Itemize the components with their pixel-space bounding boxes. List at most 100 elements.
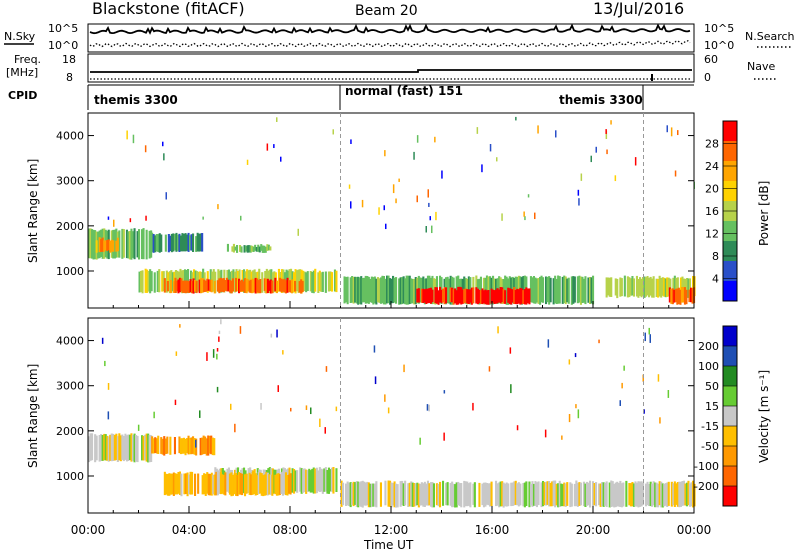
heatmap-cell (661, 483, 664, 508)
speckle-cell (574, 353, 577, 358)
heatmap-cell (317, 272, 320, 293)
heatmap-cell (109, 240, 112, 253)
speckle-cell (443, 432, 445, 441)
heatmap-cell (402, 483, 405, 506)
heatmap-cell (529, 276, 532, 303)
freq-left-tick-top: 18 (62, 53, 76, 66)
heatmap-cell (348, 482, 351, 506)
heatmap-cell (552, 480, 555, 506)
heatmap-cell (254, 277, 257, 294)
heatmap-cell (181, 233, 184, 252)
heatmap-cell (230, 472, 233, 497)
speckle-cell (384, 394, 386, 402)
speckle-cell (481, 164, 483, 173)
heatmap-cell (332, 467, 335, 494)
heatmap-cell (622, 482, 625, 507)
heatmap-cell (564, 483, 567, 507)
speckle-cell (403, 364, 405, 373)
heatmap-cell (152, 438, 155, 454)
heatmap-cell (302, 468, 305, 493)
heatmap-cell (209, 474, 212, 496)
heatmap-cell (384, 278, 387, 305)
heatmap-cell (219, 472, 222, 495)
colorbar-tick-label: 200 (698, 340, 719, 353)
heatmap-cell (148, 230, 151, 259)
speckle-cell (555, 130, 557, 138)
heatmap-cell (145, 229, 148, 260)
heatmap-cell (582, 481, 585, 507)
heatmap-cell (498, 482, 501, 508)
heatmap-cell (91, 433, 94, 461)
colorbar-swatch (723, 241, 737, 262)
cpid-segment-1: themis 3300 (94, 93, 178, 107)
speckle-cell (350, 139, 352, 144)
heatmap-cell (513, 287, 516, 304)
heatmap-cell (284, 472, 287, 496)
heatmap-cell (673, 289, 676, 303)
heatmap-cell (499, 481, 502, 507)
speckle-cell (266, 143, 269, 151)
heatmap-cell (210, 435, 213, 455)
heatmap-cell (657, 278, 660, 298)
heatmap-cell (576, 276, 579, 304)
heatmap-cell (490, 288, 493, 304)
heatmap-cell (685, 278, 688, 297)
heatmap-cell (103, 240, 106, 252)
heatmap-cell (100, 239, 103, 252)
heatmap-cell (602, 482, 605, 507)
speckle-cell (153, 411, 155, 419)
heatmap-cell (458, 286, 461, 304)
speckle-cell (667, 390, 670, 398)
date-title: 13/Jul/2016 (593, 0, 684, 18)
heatmap-cell (414, 483, 417, 506)
heatmap-cell (266, 472, 269, 496)
heatmap-cell (440, 289, 443, 304)
heatmap-cell (110, 433, 113, 462)
heatmap-cell (286, 475, 289, 496)
heatmap-cell (426, 288, 429, 304)
heatmap-cell (186, 280, 189, 293)
heatmap-cell (404, 278, 407, 305)
heatmap-cell (163, 278, 166, 293)
heatmap-cell (274, 474, 277, 495)
heatmap-cell (248, 472, 251, 495)
heatmap-cell (169, 436, 172, 455)
heatmap-cell (620, 278, 623, 297)
heatmap-cell (425, 288, 428, 304)
heatmap-cell (244, 278, 247, 293)
heatmap-cell (414, 277, 417, 305)
heatmap-cell (676, 277, 679, 296)
heatmap-cell (186, 472, 189, 497)
heatmap-cell (186, 438, 189, 454)
heatmap-cell (203, 279, 206, 293)
heatmap-cell (188, 281, 191, 293)
heatmap-cell (679, 481, 682, 507)
heatmap-cell (399, 277, 402, 305)
speckle-cell (374, 376, 377, 385)
heatmap-cell (267, 244, 270, 251)
heatmap-cell (206, 472, 209, 494)
heatmap-cell (174, 473, 177, 495)
heatmap-cell (510, 288, 513, 305)
heatmap-cell (314, 268, 317, 292)
heatmap-cell (657, 483, 660, 508)
speckle-cell (605, 130, 608, 139)
heatmap-cell (401, 277, 404, 305)
heatmap-cell (451, 481, 454, 508)
heatmap-cell (458, 483, 461, 506)
heatmap-cell (454, 288, 457, 304)
heatmap-cell (617, 483, 620, 507)
heatmap-cell (692, 276, 695, 297)
heatmap-cell (484, 289, 487, 305)
heatmap-cell (504, 290, 507, 304)
heatmap-cell (305, 272, 308, 293)
speckle-cell (429, 216, 431, 221)
heatmap-cell (296, 470, 299, 493)
heatmap-cell (219, 277, 222, 292)
speckle-cell (332, 129, 334, 135)
heatmap-cell (619, 480, 622, 507)
heatmap-cell (116, 436, 119, 462)
heatmap-cell (405, 275, 408, 305)
heatmap-cell (182, 437, 185, 454)
heatmap-cell (115, 433, 118, 461)
